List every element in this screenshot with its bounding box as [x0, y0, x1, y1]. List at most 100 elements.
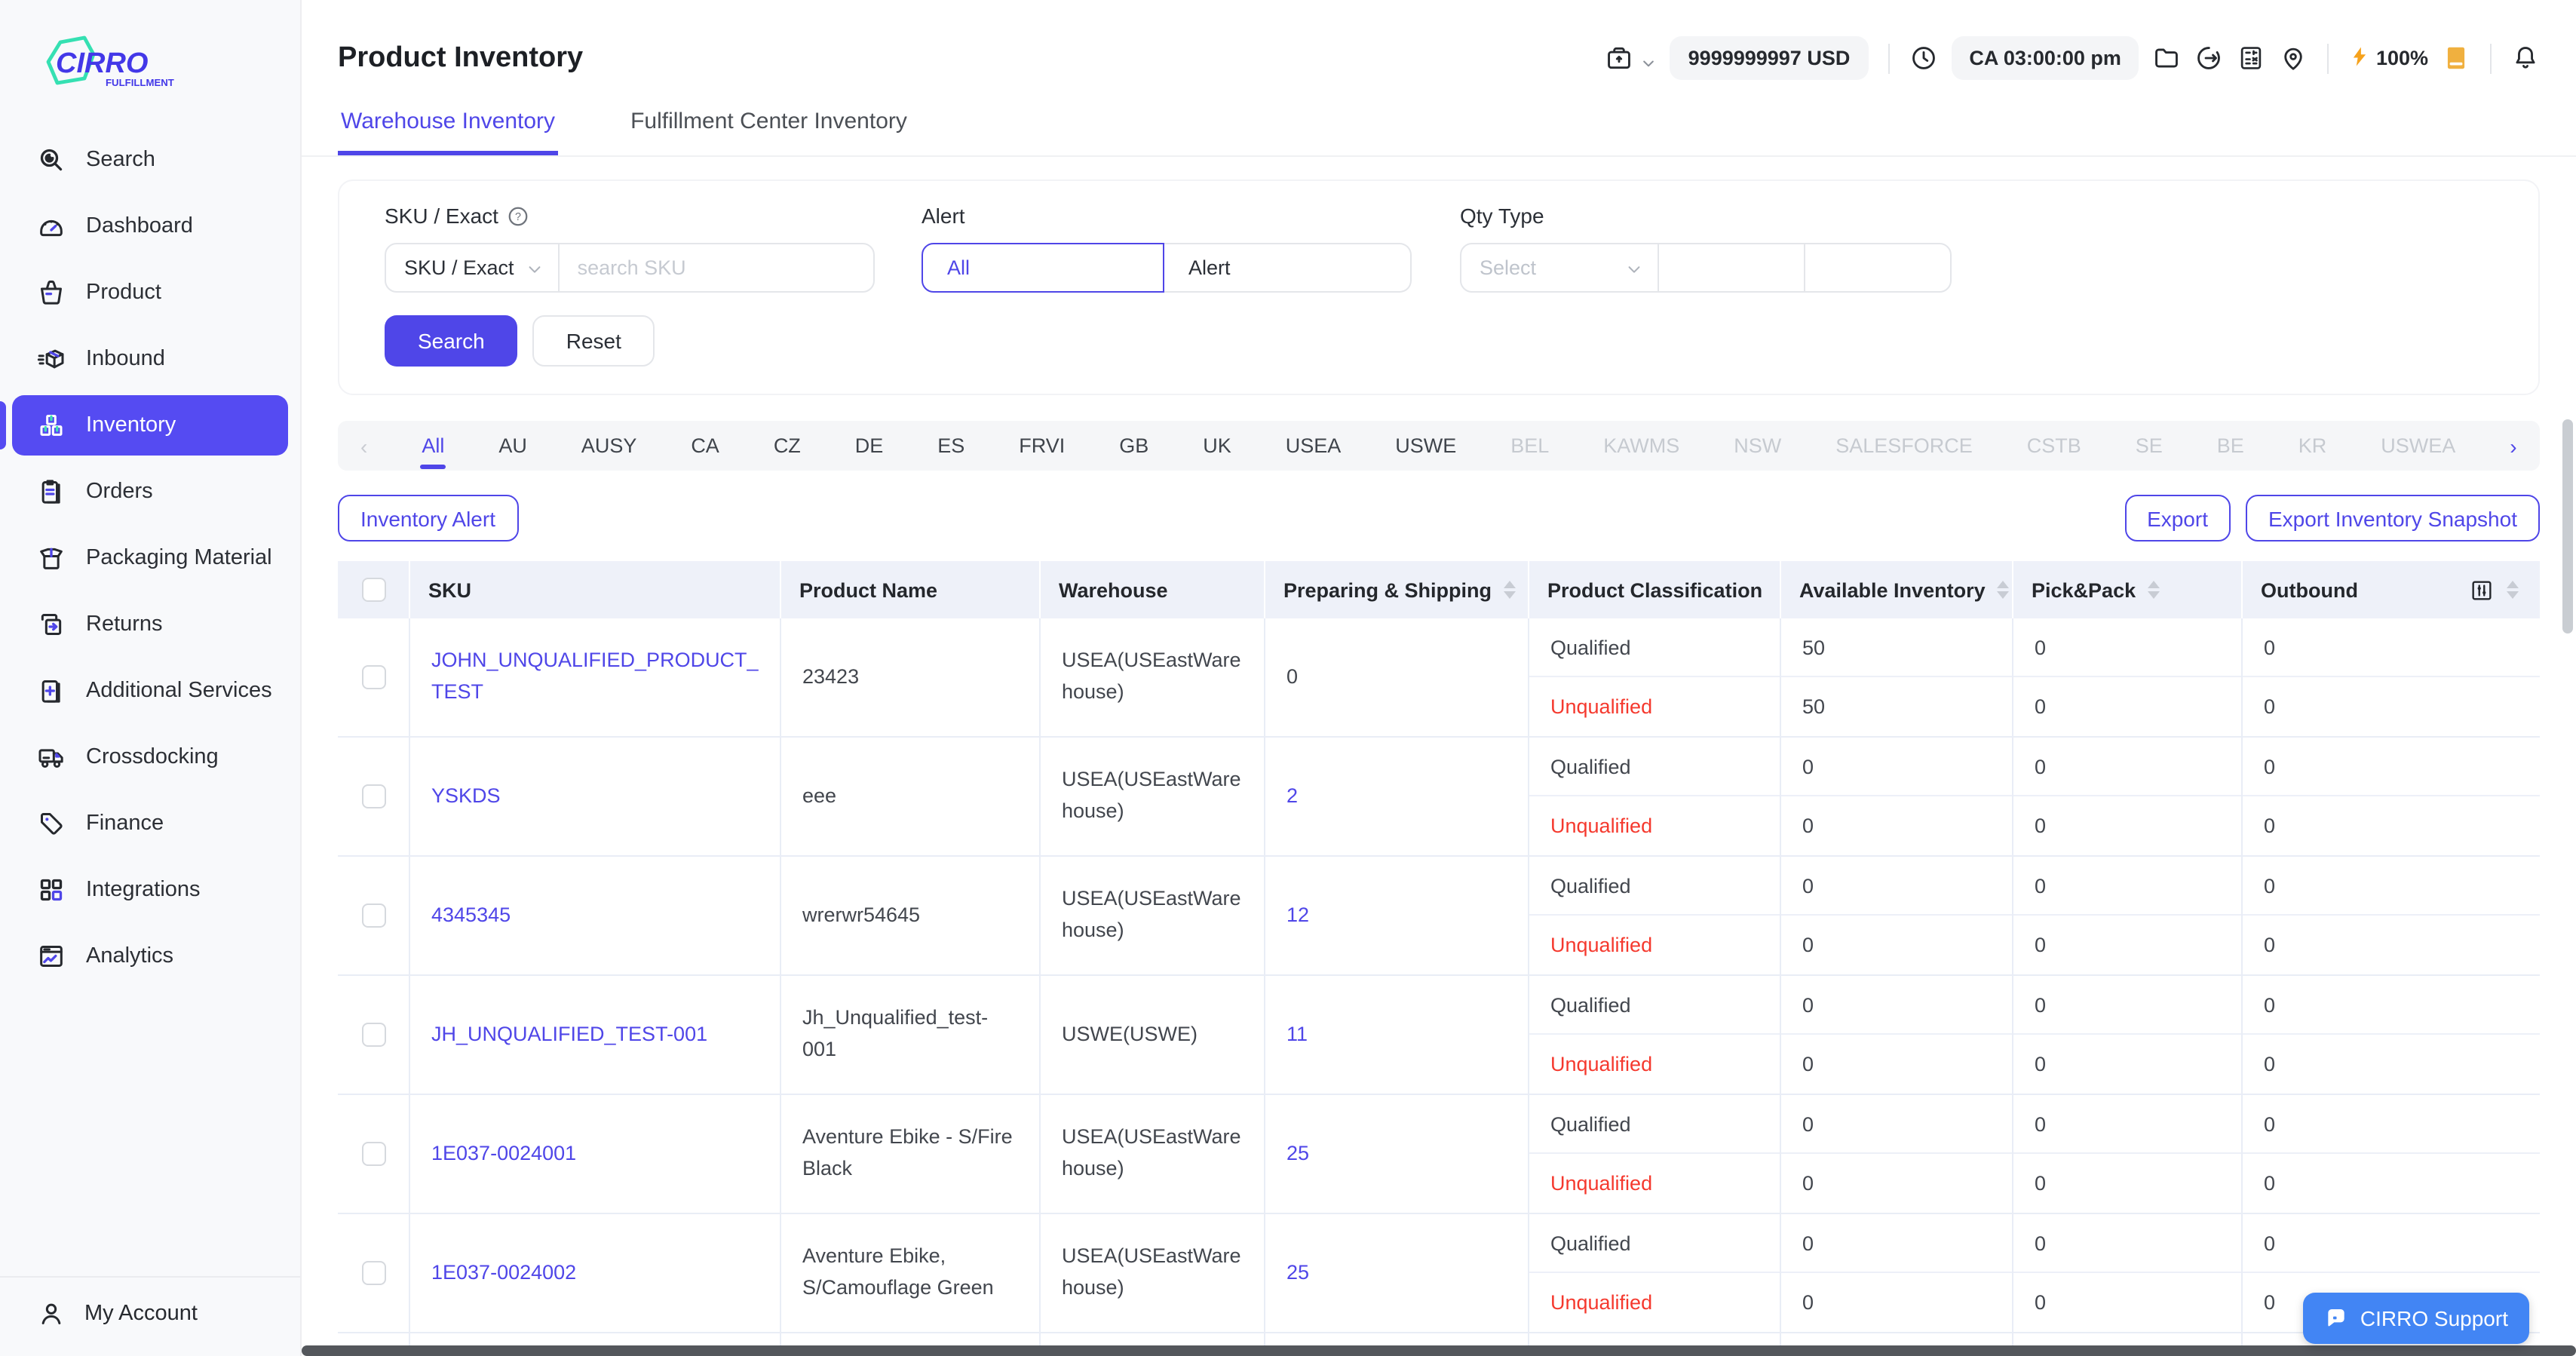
warehouse-tab-kawms[interactable]: KAWMS [1603, 434, 1679, 457]
export-button[interactable]: Export [2124, 495, 2231, 541]
sku-link[interactable]: YSKDS [431, 781, 501, 812]
sku-link[interactable]: JH_UNQUALIFIED_TEST-001 [431, 1019, 707, 1051]
warehouse-tab-usea[interactable]: USEA [1286, 434, 1342, 457]
sidebar-item-integrations[interactable]: Integrations [12, 860, 288, 920]
sort-carets[interactable] [2148, 581, 2160, 599]
search-button[interactable]: Search [385, 315, 518, 367]
sidebar-item-orders[interactable]: Orders [12, 462, 288, 522]
folder-icon[interactable] [2153, 44, 2182, 72]
chevron-right-icon[interactable]: › [2510, 435, 2516, 456]
warehouse-tab-se[interactable]: SE [2136, 434, 2163, 457]
column-settings-icon[interactable] [2469, 577, 2495, 603]
warehouse-tab-all[interactable]: All [422, 434, 444, 457]
warehouse-tab-es[interactable]: ES [937, 434, 964, 457]
alert-option-all[interactable]: All [922, 243, 1164, 293]
book-icon[interactable] [2442, 44, 2470, 72]
bell-icon[interactable] [2511, 44, 2540, 72]
sku-type-select[interactable]: SKU / Exact [386, 244, 560, 291]
warehouse-tab-nsw[interactable]: NSW [1734, 434, 1781, 457]
row-checkbox[interactable] [361, 1142, 385, 1166]
warehouse-tab-uswe[interactable]: USWE [1395, 434, 1456, 457]
sku-link[interactable]: JOHN_UNQUALIFIED_PRODUCT_TEST [431, 646, 759, 709]
warehouse-tab-ca[interactable]: CA [691, 434, 719, 457]
preparing-shipping-link[interactable]: 25 [1286, 1257, 1309, 1289]
tab-fulfillment-center-inventory[interactable]: Fulfillment Center Inventory [627, 100, 910, 155]
sidebar-item-packaging-material[interactable]: Packaging Material [12, 528, 288, 588]
calculator-icon[interactable] [2237, 44, 2266, 72]
sku-link[interactable]: 1E037-0024001 [431, 1138, 576, 1170]
sidebar-item-product[interactable]: Product [12, 262, 288, 323]
warehouse-tab-frvi[interactable]: FRVI [1019, 434, 1065, 457]
export-inventory-snapshot-button[interactable]: Export Inventory Snapshot [2246, 495, 2540, 541]
warehouse-tab-be[interactable]: BE [2217, 434, 2244, 457]
sidebar-item-analytics[interactable]: Analytics [12, 926, 288, 986]
available-inventory-subcell: 50 [1781, 677, 2012, 736]
my-account-button[interactable]: My Account [0, 1299, 300, 1329]
sidebar-item-finance[interactable]: Finance [12, 793, 288, 854]
warehouse-tab-gb[interactable]: GB [1119, 434, 1148, 457]
alert-option-alert[interactable]: Alert [1164, 243, 1412, 293]
sku-cell: 1E037-0024001 [409, 1095, 780, 1213]
main-content: Product Inventory 9999999997 USD CA 03:0… [302, 0, 2576, 1356]
inventory-alert-button[interactable]: Inventory Alert [338, 495, 518, 541]
sync-circle-icon[interactable] [2195, 44, 2224, 72]
warehouse-tab-bel[interactable]: BEL [1510, 434, 1549, 457]
column-header-available-inventory: Available Inventory [1780, 561, 2012, 618]
cirro-support-button[interactable]: CIRRO Support [2303, 1293, 2529, 1344]
vertical-scrollbar[interactable] [2562, 419, 2573, 634]
qty-min-input[interactable] [1659, 244, 1805, 291]
qty-type-select[interactable]: Select [1461, 244, 1659, 291]
warehouse-tab-uswea[interactable]: USWEA [2381, 434, 2455, 457]
qty-max-input[interactable] [1805, 244, 1950, 291]
sku-link[interactable]: 4345345 [431, 900, 511, 931]
reset-button[interactable]: Reset [533, 315, 655, 367]
wallet-chevron-down-icon[interactable] [1642, 51, 1657, 66]
sidebar-item-crossdocking[interactable]: Crossdocking [12, 727, 288, 787]
warehouse-tab-de[interactable]: DE [855, 434, 884, 457]
outbound-subcell: 0 [2243, 1154, 2540, 1213]
sidebar-item-inventory[interactable]: Inventory [12, 395, 288, 456]
svg-text:?: ? [516, 210, 522, 222]
row-checkbox[interactable] [361, 1261, 385, 1285]
warehouse-tab-cz[interactable]: CZ [774, 434, 801, 457]
sidebar-item-dashboard[interactable]: Dashboard [12, 196, 288, 256]
timezone-time-pill[interactable]: CA 03:00:00 pm [1951, 36, 2139, 80]
balance-pill[interactable]: 9999999997 USD [1670, 36, 1869, 80]
product-name-cell: Aventure Ebike - S/Fire Black [780, 1095, 1039, 1213]
select-all-checkbox[interactable] [361, 578, 385, 602]
sort-carets[interactable] [1504, 581, 1516, 599]
horizontal-scrollbar[interactable] [302, 1345, 2576, 1356]
row-checkbox[interactable] [361, 784, 385, 808]
sidebar-item-returns[interactable]: Returns [12, 594, 288, 655]
column-header-label: Outbound [2261, 578, 2358, 601]
preparing-shipping-link[interactable]: 25 [1286, 1138, 1309, 1170]
warehouse-tab-cstb[interactable]: CSTB [2027, 434, 2081, 457]
returns-icon [36, 609, 66, 640]
warehouse-tab-kr[interactable]: KR [2298, 434, 2327, 457]
warehouse-tab-salesforce[interactable]: SALESFORCE [1835, 434, 1973, 457]
row-checkbox[interactable] [361, 903, 385, 928]
wallet-icon[interactable] [1605, 44, 1634, 72]
warehouse-tab-uk[interactable]: UK [1203, 434, 1231, 457]
sidebar-item-additional-services[interactable]: Additional Services [12, 661, 288, 721]
help-icon[interactable]: ? [508, 204, 530, 227]
warehouse-tab-au[interactable]: AU [498, 434, 527, 457]
sidebar-item-search[interactable]: Search [12, 130, 288, 190]
warehouse-tab-ausy[interactable]: AUSY [581, 434, 637, 457]
row-checkbox[interactable] [361, 665, 385, 689]
subcolumn-avail: 00 [1780, 738, 2012, 855]
clock-icon[interactable] [1909, 44, 1937, 72]
sku-link[interactable]: 1E037-0024002 [431, 1257, 576, 1289]
pick-pack-subcell: 0 [2013, 677, 2241, 736]
sort-carets[interactable] [2507, 581, 2519, 599]
row-checkbox[interactable] [361, 1023, 385, 1047]
preparing-shipping-link[interactable]: 2 [1286, 781, 1298, 812]
sku-search-input[interactable] [560, 244, 873, 291]
chevron-left-icon[interactable]: ‹ [360, 435, 367, 456]
sort-carets[interactable] [1998, 581, 2010, 599]
sidebar-item-inbound[interactable]: Inbound [12, 329, 288, 389]
location-pin-icon[interactable] [2280, 44, 2308, 72]
preparing-shipping-link[interactable]: 12 [1286, 900, 1309, 931]
preparing-shipping-link[interactable]: 11 [1286, 1019, 1308, 1051]
tab-warehouse-inventory[interactable]: Warehouse Inventory [338, 100, 558, 155]
